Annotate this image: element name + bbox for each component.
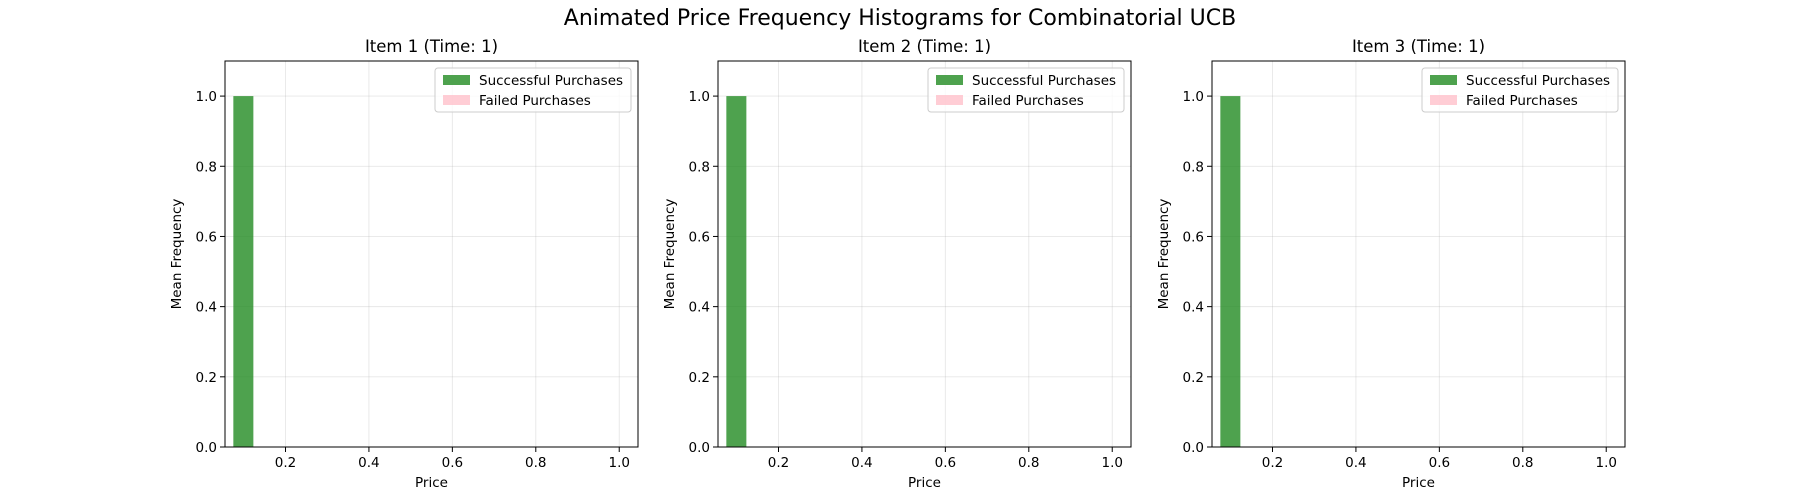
x-tick-label: 0.2 xyxy=(1262,455,1283,471)
axes-frame xyxy=(224,60,639,448)
x-tick-label: 1.0 xyxy=(1101,455,1122,471)
y-tick-label: 0.6 xyxy=(689,229,710,245)
x-tick-label: 1.0 xyxy=(608,455,629,471)
legend-label: Successful Purchases xyxy=(972,73,1116,89)
axes-frame xyxy=(1211,60,1626,448)
legend-label: Failed Purchases xyxy=(479,93,591,109)
y-tick-label: 0.2 xyxy=(1183,370,1204,386)
y-tick-label: 0.8 xyxy=(196,159,217,175)
x-tick-label: 0.6 xyxy=(935,455,956,471)
legend-label: Successful Purchases xyxy=(1466,73,1610,89)
y-tick-label: 0.0 xyxy=(196,440,217,456)
y-tick-label: 0.4 xyxy=(689,300,710,316)
gridlines xyxy=(1212,61,1625,448)
legend-box xyxy=(434,67,632,113)
x-tick-label: 0.4 xyxy=(851,455,872,471)
y-tick-label: 0.8 xyxy=(1183,159,1204,175)
gridlines xyxy=(718,61,1131,448)
legend-label: Successful Purchases xyxy=(479,73,623,89)
legend-swatch xyxy=(936,95,963,105)
legend-swatch xyxy=(443,75,470,85)
axes-container: 0.2 0.4 0.6 0.8 1.0 0.0 0.2 0.4 0.6 0.8 1.0 Item 1 … xyxy=(169,37,1626,491)
legend-box xyxy=(927,67,1125,113)
legend: Successful Purchases Failed Purchases xyxy=(434,67,632,113)
y-tick-label: 1.0 xyxy=(1183,89,1204,105)
subplot-1: 0.2 0.4 0.6 0.8 1.0 0.0 0.2 0.4 0.6 0.8 1.0 Item 1 … xyxy=(169,37,639,491)
x-axis-label: Price xyxy=(908,475,941,491)
y-tick-label: 0.0 xyxy=(1183,440,1204,456)
y-tick-label: 0.2 xyxy=(196,370,217,386)
y-tick-label: 0.6 xyxy=(196,229,217,245)
axes-frame xyxy=(717,60,1132,448)
y-tick-label: 0.2 xyxy=(689,370,710,386)
y-tick-label: 0.6 xyxy=(1183,229,1204,245)
subplot-title: Item 2 (Time: 1) xyxy=(858,37,991,56)
subplot-title: Item 3 (Time: 1) xyxy=(1352,37,1485,56)
y-axis-label: Mean Frequency xyxy=(169,199,185,310)
x-tick-label: 0.4 xyxy=(1345,455,1366,471)
x-axis-label: Price xyxy=(415,475,448,491)
subplot-title: Item 1 (Time: 1) xyxy=(365,37,498,56)
figure-suptitle: Animated Price Frequency Histograms for … xyxy=(564,6,1236,31)
x-tick-label: 0.6 xyxy=(442,455,463,471)
legend-swatch xyxy=(1430,95,1457,105)
x-tick-label: 1.0 xyxy=(1595,455,1616,471)
legend-swatch xyxy=(1430,75,1457,85)
legend-label: Failed Purchases xyxy=(972,93,1084,109)
y-axis-label: Mean Frequency xyxy=(1156,199,1172,310)
x-tick-label: 0.8 xyxy=(1512,455,1533,471)
x-axis-label: Price xyxy=(1402,475,1435,491)
legend-swatch xyxy=(936,75,963,85)
y-tick-label: 0.4 xyxy=(196,300,217,316)
legend: Successful Purchases Failed Purchases xyxy=(927,67,1125,113)
y-tick-label: 0.4 xyxy=(1183,300,1204,316)
x-tick-label: 0.4 xyxy=(358,455,379,471)
histogram-bar xyxy=(726,96,747,447)
legend-label: Failed Purchases xyxy=(1466,93,1578,109)
y-tick-label: 1.0 xyxy=(196,89,217,105)
histogram-bar xyxy=(233,96,254,447)
y-tick-label: 0.0 xyxy=(689,440,710,456)
subplot-3: 0.2 0.4 0.6 0.8 1.0 0.0 0.2 0.4 0.6 0.8 1.0 Item 3 … xyxy=(1156,37,1626,491)
subplot-2: 0.2 0.4 0.6 0.8 1.0 0.0 0.2 0.4 0.6 0.8 1.0 Item 2 … xyxy=(662,37,1132,491)
y-tick-label: 1.0 xyxy=(689,89,710,105)
x-tick-label: 0.8 xyxy=(1018,455,1039,471)
x-tick-label: 0.2 xyxy=(275,455,296,471)
y-tick-label: 0.8 xyxy=(689,159,710,175)
x-tick-label: 0.8 xyxy=(525,455,546,471)
legend-box xyxy=(1421,67,1619,113)
legend-swatch xyxy=(443,95,470,105)
gridlines xyxy=(225,61,638,448)
x-tick-label: 0.6 xyxy=(1429,455,1450,471)
legend: Successful Purchases Failed Purchases xyxy=(1421,67,1619,113)
y-axis-label: Mean Frequency xyxy=(662,199,678,310)
x-tick-label: 0.2 xyxy=(768,455,789,471)
histogram-bar xyxy=(1220,96,1241,447)
